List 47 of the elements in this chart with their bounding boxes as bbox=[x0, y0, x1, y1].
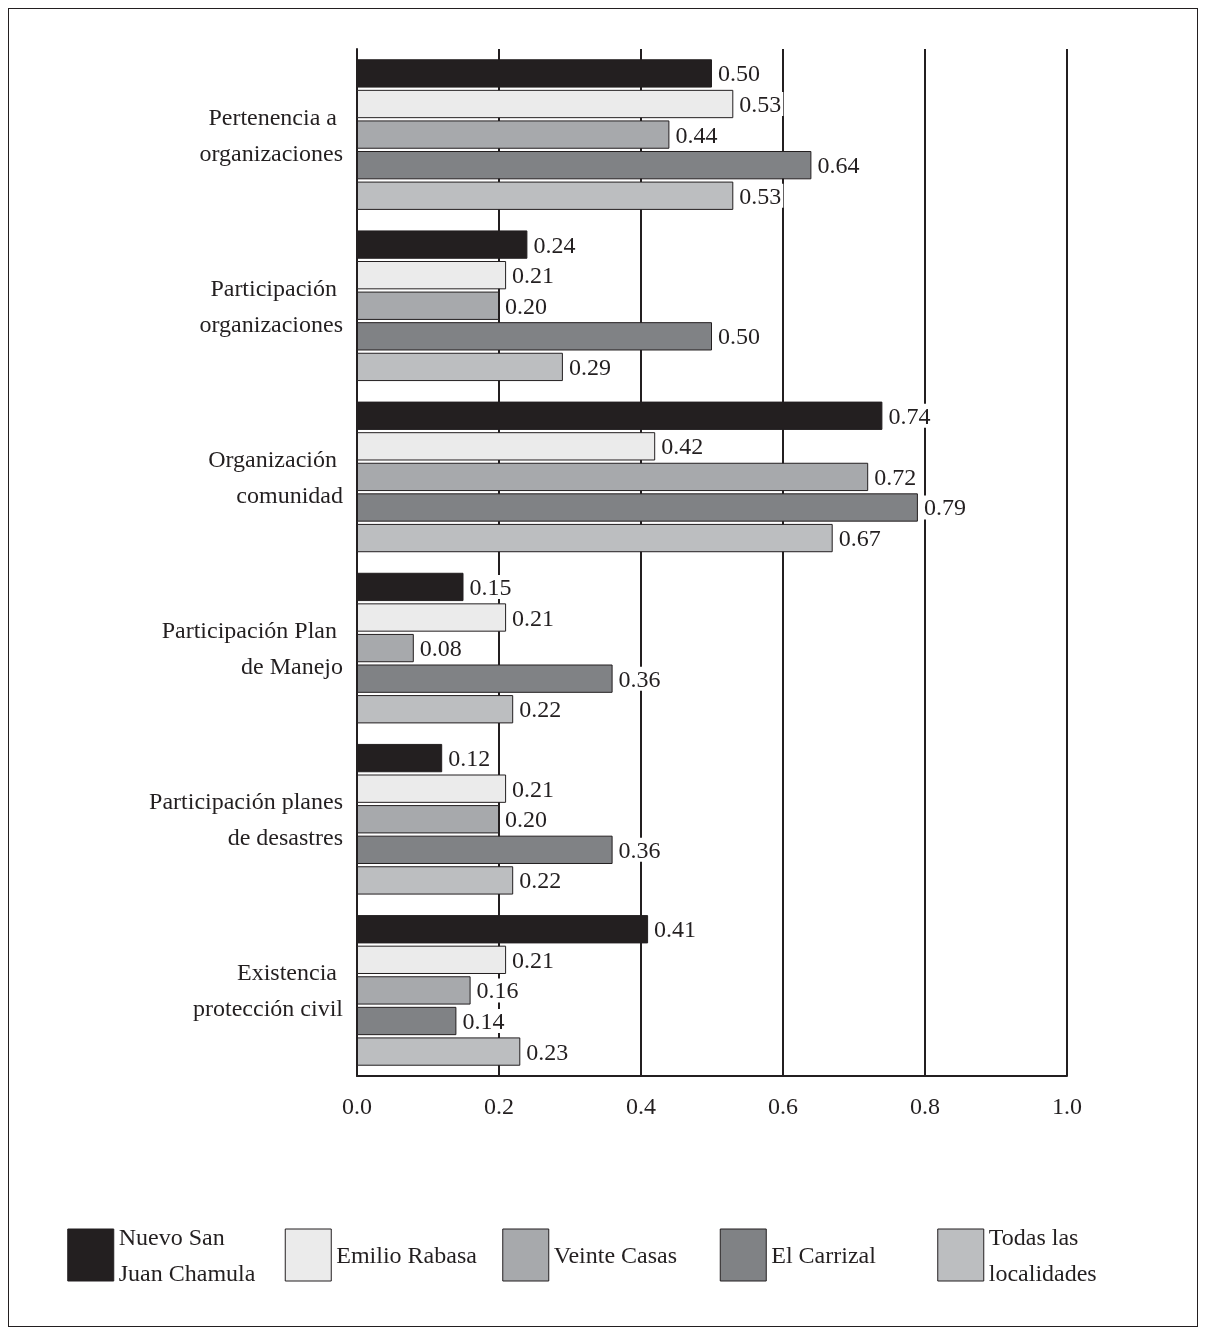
y-tick-label: Participación planes de desastres bbox=[149, 788, 343, 851]
data-label: 0.79 bbox=[923, 494, 966, 521]
data-label: 0.64 bbox=[817, 152, 860, 179]
data-label: 0.16 bbox=[476, 977, 519, 1004]
legend-label: Veinte Casas bbox=[553, 1242, 678, 1268]
x-tick-label: 0.2 bbox=[484, 1093, 514, 1119]
data-label: 0.14 bbox=[462, 1007, 505, 1034]
legend-label: El Carrizal bbox=[771, 1242, 877, 1268]
data-label: 0.21 bbox=[512, 946, 555, 973]
legend-label: Emilio Rabasa bbox=[336, 1242, 478, 1268]
data-label: 0.50 bbox=[718, 323, 760, 350]
data-label: 0.72 bbox=[874, 463, 917, 490]
data-label: 0.44 bbox=[675, 121, 718, 148]
data-label: 0.21 bbox=[512, 775, 555, 802]
data-label: 0.29 bbox=[568, 353, 611, 380]
data-label: 0.22 bbox=[519, 867, 562, 894]
legend-label: Todas las localidades bbox=[988, 1224, 1097, 1286]
data-label: 0.20 bbox=[505, 292, 547, 319]
data-label: 0.21 bbox=[512, 604, 555, 631]
data-label: 0.22 bbox=[519, 696, 562, 723]
data-label: 0.12 bbox=[448, 745, 491, 772]
data-label: 0.20 bbox=[505, 806, 547, 833]
data-label: 0.36 bbox=[618, 665, 661, 692]
data-label: 0.21 bbox=[512, 262, 555, 289]
data-label: 0.42 bbox=[661, 433, 704, 460]
data-label: 0.53 bbox=[739, 182, 782, 209]
x-tick-label: 1.0 bbox=[1052, 1093, 1082, 1119]
x-tick-label: 0.4 bbox=[626, 1093, 656, 1119]
data-label: 0.36 bbox=[618, 836, 661, 863]
y-tick-label: Pertenencia a organizaciones bbox=[199, 103, 343, 166]
data-label: 0.67 bbox=[838, 525, 881, 552]
data-label: 0.23 bbox=[526, 1038, 569, 1065]
legend-label: Nuevo San Juan Chamula bbox=[118, 1224, 256, 1286]
y-tick-label: Participación Plan de Manejo bbox=[161, 617, 343, 680]
x-tick-label: 0.6 bbox=[768, 1093, 798, 1119]
y-tick-label: Existencia protección civil bbox=[193, 959, 344, 1022]
data-label: 0.53 bbox=[739, 91, 782, 117]
data-label: 0.24 bbox=[533, 231, 576, 258]
y-tick-label: Organización comunidad bbox=[208, 445, 343, 508]
data-label: 0.50 bbox=[718, 60, 760, 87]
y-tick-label: Participación organizaciones bbox=[199, 274, 343, 337]
data-label: 0.74 bbox=[888, 402, 931, 429]
x-tick-label: 0.8 bbox=[910, 1093, 940, 1119]
data-label: 0.41 bbox=[654, 916, 697, 943]
data-label: 0.08 bbox=[419, 635, 462, 662]
data-label: 0.15 bbox=[469, 573, 512, 600]
x-tick-label: 0.0 bbox=[342, 1093, 372, 1119]
